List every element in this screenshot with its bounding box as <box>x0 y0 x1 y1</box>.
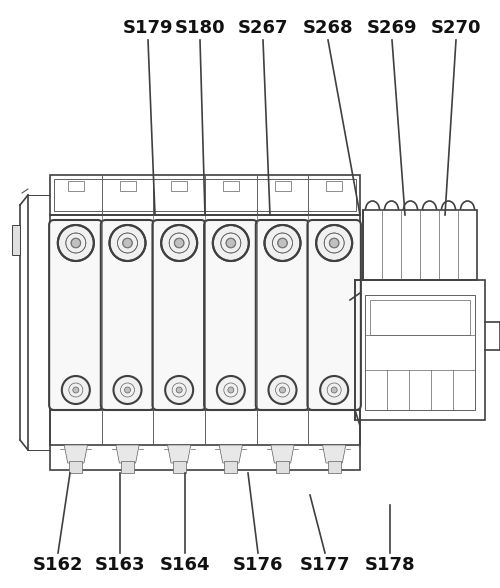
FancyBboxPatch shape <box>308 220 361 410</box>
Bar <box>274 181 290 191</box>
Bar <box>365 295 475 410</box>
Circle shape <box>330 239 338 248</box>
Bar <box>172 461 186 473</box>
FancyBboxPatch shape <box>204 220 258 410</box>
Bar <box>120 181 136 191</box>
Bar <box>355 280 485 420</box>
Circle shape <box>278 239 287 248</box>
Circle shape <box>58 225 94 261</box>
Bar <box>326 181 342 191</box>
Bar <box>223 181 239 191</box>
Text: S164: S164 <box>160 556 210 574</box>
FancyBboxPatch shape <box>49 220 102 410</box>
Text: S163: S163 <box>95 556 146 574</box>
Polygon shape <box>219 445 242 463</box>
Bar <box>121 461 134 473</box>
Bar <box>276 461 289 473</box>
Circle shape <box>62 376 90 404</box>
Text: S180: S180 <box>174 19 226 37</box>
Polygon shape <box>168 445 191 463</box>
Circle shape <box>316 225 352 261</box>
Circle shape <box>176 387 182 393</box>
Text: S267: S267 <box>238 19 288 37</box>
Text: S177: S177 <box>300 556 350 574</box>
Bar <box>50 215 360 470</box>
Bar <box>70 461 82 473</box>
Bar <box>370 300 470 335</box>
Polygon shape <box>64 445 88 463</box>
Circle shape <box>73 387 79 393</box>
Bar <box>171 181 187 191</box>
Text: S176: S176 <box>233 556 283 574</box>
Bar <box>12 225 20 255</box>
Text: S268: S268 <box>302 19 354 37</box>
Circle shape <box>264 225 300 261</box>
Circle shape <box>228 387 234 393</box>
FancyBboxPatch shape <box>256 220 309 410</box>
FancyBboxPatch shape <box>101 220 154 410</box>
Circle shape <box>320 376 348 404</box>
FancyBboxPatch shape <box>152 220 206 410</box>
Text: S162: S162 <box>33 556 84 574</box>
Circle shape <box>226 239 235 248</box>
Circle shape <box>165 376 193 404</box>
Circle shape <box>114 376 141 404</box>
Bar <box>224 461 237 473</box>
Circle shape <box>110 225 146 261</box>
Bar <box>50 175 360 215</box>
Circle shape <box>331 387 337 393</box>
Circle shape <box>213 225 249 261</box>
Polygon shape <box>116 445 139 463</box>
Circle shape <box>123 239 132 248</box>
Bar <box>68 181 84 191</box>
Circle shape <box>217 376 245 404</box>
Circle shape <box>72 239 80 248</box>
Circle shape <box>174 239 184 248</box>
Bar <box>328 461 340 473</box>
Text: S179: S179 <box>123 19 174 37</box>
Bar <box>363 210 477 280</box>
Circle shape <box>161 225 197 261</box>
Circle shape <box>268 376 296 404</box>
Text: S269: S269 <box>366 19 417 37</box>
Circle shape <box>280 387 285 393</box>
Polygon shape <box>271 445 294 463</box>
Text: S270: S270 <box>430 19 481 37</box>
Circle shape <box>124 387 130 393</box>
Bar <box>50 410 360 445</box>
Bar <box>54 179 356 211</box>
Polygon shape <box>322 445 346 463</box>
Text: S178: S178 <box>364 556 416 574</box>
